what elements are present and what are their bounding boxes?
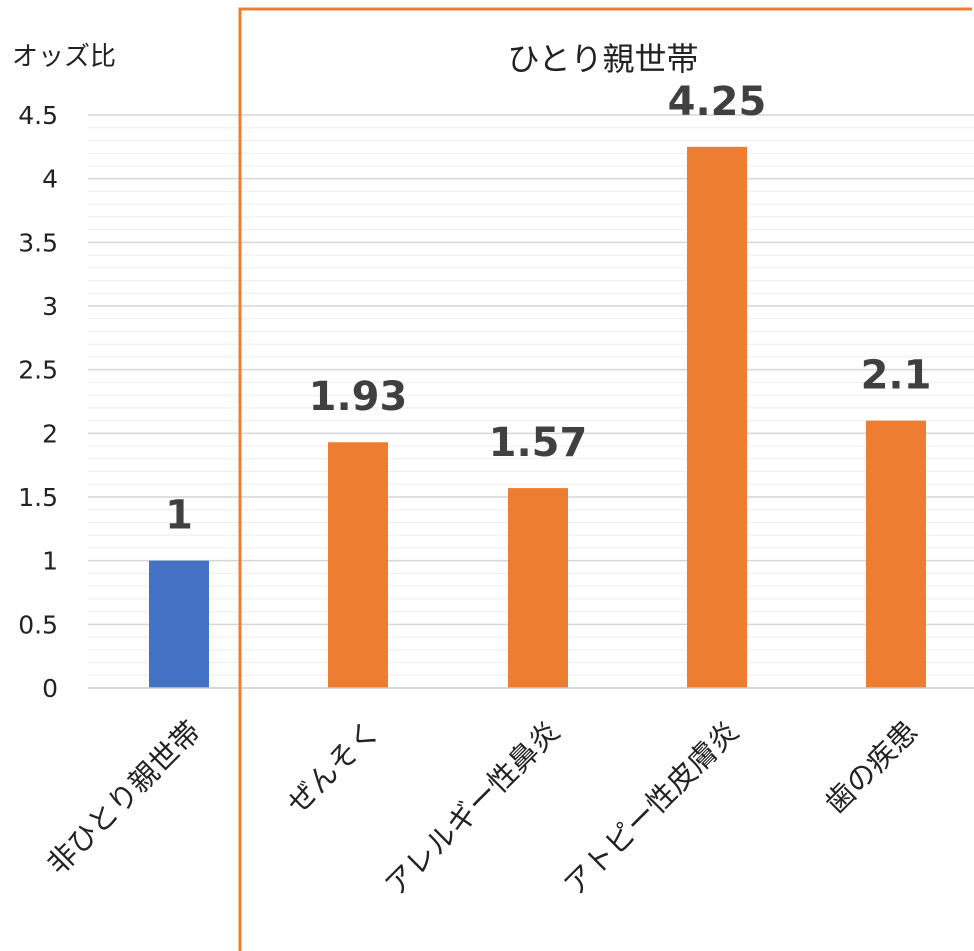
group-border: [238, 7, 972, 951]
bar: [866, 420, 926, 688]
y-tick-label: 2.5: [18, 356, 58, 385]
data-label: 1.93: [309, 374, 408, 420]
data-labels: 1 1.93 1.57 4.25 2.1: [165, 79, 931, 539]
y-tick-label: 0: [42, 674, 58, 703]
y-tick-label: 3.5: [18, 228, 58, 257]
y-tick-label: 2: [42, 419, 58, 448]
y-tick-label: 1.5: [18, 483, 58, 512]
y-tick-label: 4: [42, 165, 58, 194]
bar: [687, 146, 747, 689]
bar: [508, 488, 568, 688]
group-title: ひとり親世帯: [507, 40, 698, 78]
category-label: 歯の疾患: [818, 714, 924, 820]
category-label: 非ひとり親世帯: [40, 714, 207, 881]
bar: [328, 442, 388, 688]
data-label: 2.1: [861, 353, 932, 399]
y-axis-label: オッズ比: [12, 42, 116, 72]
y-tick-label: 0.5: [18, 610, 58, 639]
bars: [149, 146, 926, 689]
y-tick-label: 4.5: [18, 101, 58, 130]
category-label: アトピー性皮膚炎: [557, 714, 745, 902]
data-label: 4.25: [668, 79, 767, 125]
data-label: 1: [165, 493, 193, 539]
category-label: ぜんそく: [280, 714, 386, 820]
bar: [149, 560, 209, 688]
y-tick-label: 3: [42, 292, 58, 321]
data-label: 1.57: [489, 420, 588, 466]
category-label: アレルギー性鼻炎: [378, 714, 566, 902]
y-tick-label: 1: [42, 547, 58, 576]
y-axis-ticks: 0 0.5 1 1.5 2 2.5 3 3.5 4 4.5: [18, 101, 58, 703]
